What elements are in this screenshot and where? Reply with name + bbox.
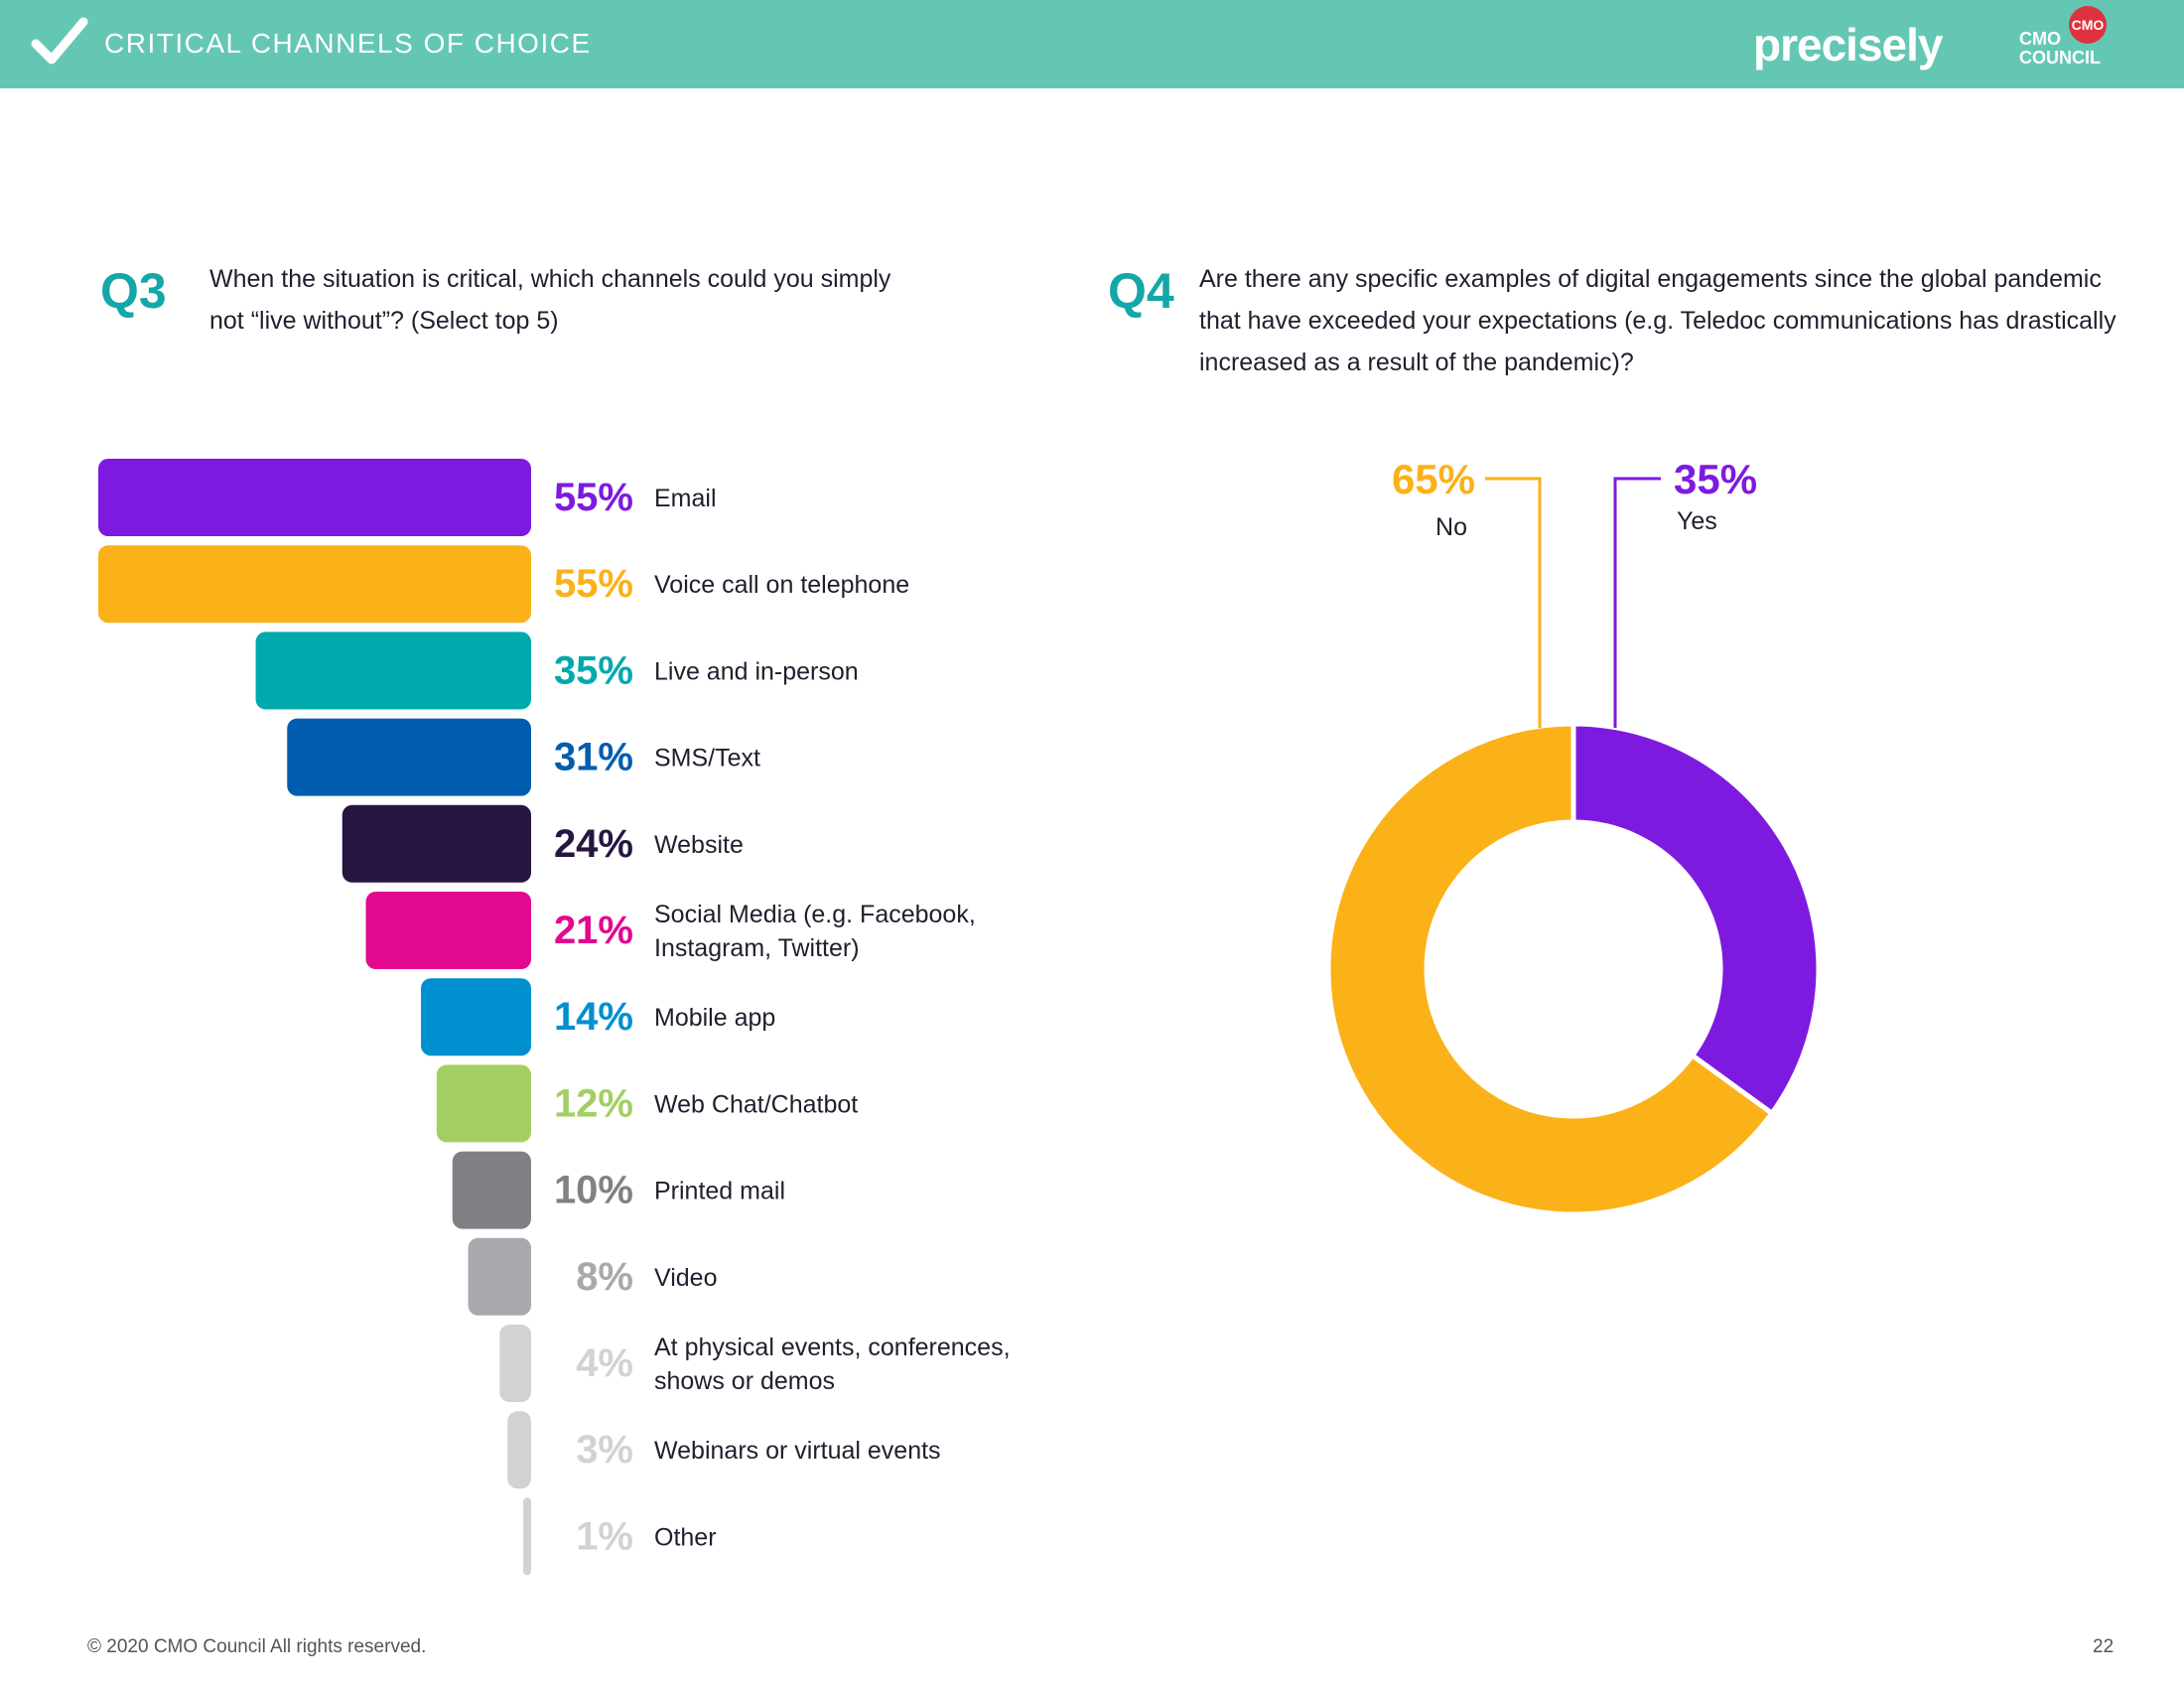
bar-1 bbox=[98, 545, 531, 624]
value-label-7: 12% bbox=[554, 1081, 633, 1125]
header-title: CRITICAL CHANNELS OF CHOICE bbox=[104, 28, 592, 59]
copyright-text: © 2020 CMO Council All rights reserved. bbox=[87, 1636, 427, 1657]
value-label-8: 10% bbox=[554, 1169, 633, 1212]
bar-4 bbox=[341, 804, 531, 883]
value-label-2: 35% bbox=[554, 648, 633, 692]
bar-0 bbox=[98, 459, 531, 536]
bar-5 bbox=[365, 892, 531, 969]
category-label-6: Mobile app bbox=[654, 1004, 775, 1032]
category-label-11: Webinars or virtual events bbox=[654, 1437, 941, 1465]
bar-10 bbox=[499, 1325, 531, 1402]
category-label-10-line-0: At physical events, conferences, bbox=[654, 1334, 1011, 1361]
bar-6 bbox=[421, 978, 531, 1056]
category-label-10-line-1: shows or demos bbox=[654, 1367, 835, 1395]
value-label-4: 24% bbox=[554, 822, 633, 866]
category-label-1: Voice call on telephone bbox=[654, 571, 909, 599]
value-label-11: 3% bbox=[576, 1428, 633, 1472]
bar-7 bbox=[436, 1064, 531, 1143]
value-label-1: 55% bbox=[554, 562, 633, 606]
category-label-4: Website bbox=[654, 831, 744, 859]
category-label-8: Printed mail bbox=[654, 1178, 785, 1205]
donut-value-yes: 35% bbox=[1674, 456, 1757, 502]
header-bar: CRITICAL CHANNELS OF CHOICE precisely CM… bbox=[0, 0, 2184, 88]
category-label-5-line-0: Social Media (e.g. Facebook, bbox=[654, 901, 976, 928]
q3-number: Q3 bbox=[100, 263, 167, 319]
cmo-badge-icon: CMO bbox=[2069, 6, 2107, 44]
category-label-12: Other bbox=[654, 1523, 717, 1551]
category-label-3: SMS/Text bbox=[654, 745, 760, 773]
bar-9 bbox=[468, 1237, 531, 1316]
page-number: 22 bbox=[2093, 1636, 2115, 1657]
bar-12 bbox=[523, 1497, 531, 1576]
donut-label-yes: Yes bbox=[1677, 507, 1717, 535]
donut-slice-yes bbox=[1570, 721, 1822, 1117]
category-label-7: Web Chat/Chatbot bbox=[654, 1090, 858, 1118]
bar-2 bbox=[255, 632, 531, 710]
category-label-9: Video bbox=[654, 1264, 718, 1292]
donut-slice-no bbox=[1325, 721, 1776, 1217]
category-label-0: Email bbox=[654, 485, 717, 512]
q3-question: When the situation is critical, which ch… bbox=[209, 265, 891, 335]
precisely-logo: precisely bbox=[1753, 19, 1943, 70]
channels-bar-chart: 55% Email 55% Voice call on telephone 35% Liv… bbox=[98, 459, 1011, 1576]
category-label-2: Live and in-person bbox=[654, 657, 859, 685]
leader-line-yes bbox=[1613, 477, 1661, 728]
value-label-10: 4% bbox=[576, 1341, 633, 1385]
digital-engagement-donut-chart: 35% Yes 65% No bbox=[1325, 456, 1822, 1217]
leader-line-no bbox=[1485, 477, 1542, 728]
category-label-5-line-1: Instagram, Twitter) bbox=[654, 934, 860, 962]
bar-8 bbox=[452, 1151, 531, 1229]
value-label-5: 21% bbox=[554, 909, 633, 952]
q4-number: Q4 bbox=[1108, 263, 1174, 319]
bar-3 bbox=[287, 718, 531, 796]
bar-11 bbox=[507, 1411, 531, 1489]
cmo-council-logo-text: CMO COUNCIL bbox=[2019, 29, 2101, 68]
q4-question: Are there any specific examples of digit… bbox=[1199, 265, 2116, 376]
checkmark-icon bbox=[31, 17, 88, 65]
value-label-0: 55% bbox=[554, 476, 633, 519]
donut-label-no: No bbox=[1435, 513, 1467, 541]
value-label-9: 8% bbox=[576, 1255, 633, 1299]
value-label-12: 1% bbox=[576, 1514, 633, 1558]
value-label-3: 31% bbox=[554, 736, 633, 779]
donut-value-no: 65% bbox=[1392, 456, 1475, 502]
value-label-6: 14% bbox=[554, 995, 633, 1039]
